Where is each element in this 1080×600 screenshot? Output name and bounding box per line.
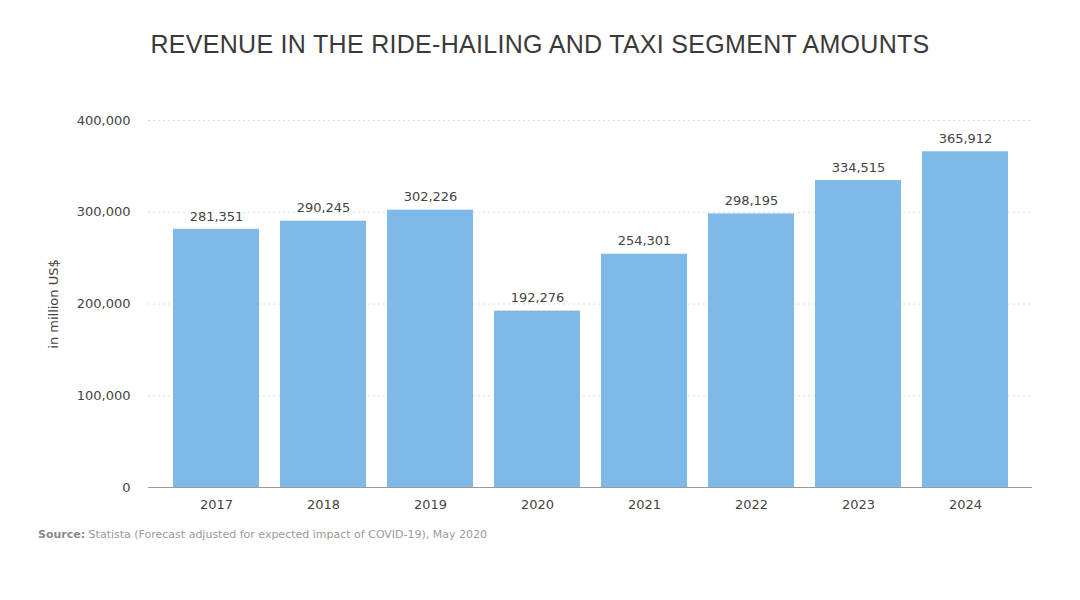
svg-text:in million US$: in million US$ [46, 259, 61, 348]
svg-text:2024: 2024 [949, 497, 982, 512]
svg-text:2020: 2020 [521, 497, 554, 512]
svg-text:2023: 2023 [842, 497, 875, 512]
svg-text:200,000: 200,000 [77, 296, 131, 311]
svg-text:2017: 2017 [200, 497, 233, 512]
svg-text:2021: 2021 [628, 497, 661, 512]
svg-text:2018: 2018 [307, 497, 340, 512]
svg-text:334,515: 334,515 [832, 160, 886, 175]
svg-text:192,276: 192,276 [511, 290, 565, 305]
svg-text:0: 0 [122, 480, 130, 495]
svg-text:2019: 2019 [414, 497, 447, 512]
html-text:Source: Statista (Forecast adj: Source: Statista (Forecast adjusted for … [38, 528, 488, 541]
svg-text:365,912: 365,912 [939, 131, 993, 146]
svg-text:300,000: 300,000 [77, 204, 131, 219]
svg-text:100,000: 100,000 [77, 388, 131, 403]
svg-text:400,000: 400,000 [77, 113, 131, 128]
svg-text:298,195: 298,195 [725, 193, 779, 208]
html-text:REVENUE IN THE RIDE-HAILING AN: REVENUE IN THE RIDE-HAILING AND TAXI SEG… [150, 30, 930, 58]
svg-text:290,245: 290,245 [297, 200, 351, 215]
svg-text:2022: 2022 [735, 497, 768, 512]
svg-text:302,226: 302,226 [404, 189, 458, 204]
svg-text:281,351: 281,351 [190, 209, 244, 224]
svg-text:254,301: 254,301 [618, 233, 672, 248]
